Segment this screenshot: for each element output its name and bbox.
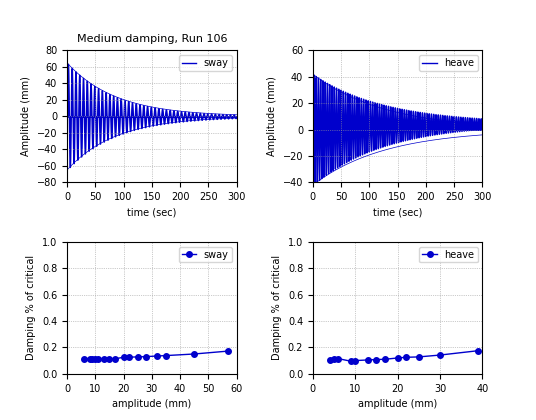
Legend: sway: sway	[178, 55, 232, 71]
Y-axis label: Damping % of critical: Damping % of critical	[272, 255, 282, 360]
Y-axis label: Amplitude (mm): Amplitude (mm)	[21, 76, 31, 156]
Legend: sway: sway	[178, 247, 232, 262]
Title: Medium damping, Run 106: Medium damping, Run 106	[77, 34, 227, 44]
X-axis label: time (sec): time (sec)	[373, 207, 422, 218]
X-axis label: amplitude (mm): amplitude (mm)	[358, 399, 437, 409]
Y-axis label: Amplitude (mm): Amplitude (mm)	[267, 76, 277, 156]
X-axis label: amplitude (mm): amplitude (mm)	[112, 399, 191, 409]
Y-axis label: Damping % of critical: Damping % of critical	[26, 255, 36, 360]
Legend: heave: heave	[419, 247, 478, 262]
X-axis label: time (sec): time (sec)	[127, 207, 176, 218]
Legend: heave: heave	[419, 55, 478, 71]
